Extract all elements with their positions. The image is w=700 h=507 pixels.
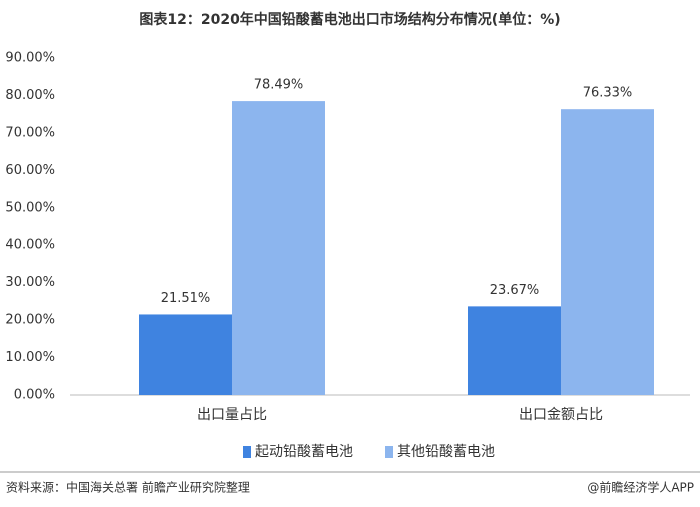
value-label: 21.51% <box>161 291 211 306</box>
y-tick-label: 10.00% <box>5 350 55 365</box>
value-label: 76.33% <box>583 86 633 101</box>
legend-label: 其他铅酸蓄电池 <box>397 444 495 460</box>
x-tick-label: 出口金额占比 <box>519 407 603 423</box>
legend-label: 起动铅酸蓄电池 <box>255 444 353 460</box>
source-note: 资料来源：中国海关总署 前瞻产业研究院整理 <box>6 480 250 495</box>
y-tick-label: 40.00% <box>5 238 55 253</box>
chart-title: 图表12：2020年中国铅酸蓄电池出口市场结构分布情况(单位：%) <box>139 11 560 28</box>
y-tick-label: 60.00% <box>5 163 55 178</box>
bar <box>139 314 232 395</box>
y-tick-label: 70.00% <box>5 125 55 140</box>
footer-brand: @前瞻经济学人APP <box>587 480 694 495</box>
y-tick-label: 0.00% <box>14 388 55 403</box>
legend-swatch <box>385 446 393 458</box>
legend-swatch <box>243 446 251 458</box>
bar <box>561 109 654 395</box>
value-label: 78.49% <box>254 78 304 93</box>
y-tick-label: 20.00% <box>5 313 55 328</box>
y-tick-label: 50.00% <box>5 200 55 215</box>
y-tick-label: 80.00% <box>5 88 55 103</box>
value-label: 23.67% <box>490 283 540 298</box>
y-tick-label: 30.00% <box>5 275 55 290</box>
bar <box>232 101 325 395</box>
bar <box>468 306 561 395</box>
y-tick-label: 90.00% <box>5 51 55 66</box>
x-tick-label: 出口量占比 <box>197 407 267 423</box>
